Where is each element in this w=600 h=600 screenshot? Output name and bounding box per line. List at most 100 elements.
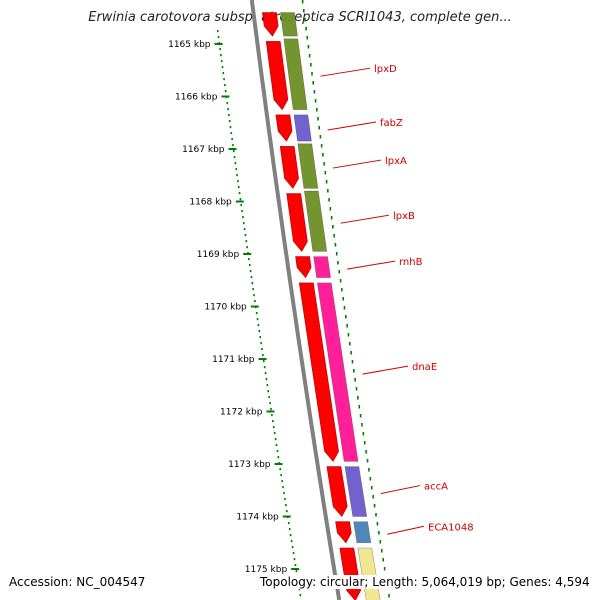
map-title: Erwinia carotovora subsp. atroseptica SC…: [88, 10, 512, 25]
ruler-dot: [270, 408, 272, 411]
outer-ruler-dash: [370, 486, 373, 490]
outer-ruler-dash: [337, 261, 339, 265]
gene-bar[interactable]: [317, 282, 359, 462]
ruler-dot: [252, 288, 254, 291]
outer-ruler-dash: [359, 414, 362, 418]
ruler-dot: [228, 114, 230, 117]
ruler-dot: [273, 432, 276, 435]
outer-ruler-dash: [318, 126, 321, 130]
ruler-dot: [271, 414, 273, 417]
outer-ruler-dash: [345, 315, 347, 319]
ruler-dot: [222, 72, 225, 75]
cds-arrow[interactable]: [326, 466, 348, 518]
gene-bar[interactable]: [357, 547, 381, 600]
ruler-dot: [277, 456, 280, 459]
outer-ruler-dash: [361, 423, 363, 427]
gene-leader-line: [340, 214, 390, 224]
outer-ruler-dash: [312, 81, 314, 85]
outer-ruler-dash: [383, 567, 386, 571]
outer-ruler-dash: [324, 171, 327, 175]
outer-ruler-dash: [319, 135, 322, 139]
outer-ruler-dash: [322, 153, 324, 157]
gene-label[interactable]: lpxB: [393, 211, 415, 222]
gene-bar[interactable]: [344, 466, 367, 517]
ruler-dot: [281, 480, 283, 483]
gene-label[interactable]: lpxA: [385, 156, 407, 167]
gene-bar[interactable]: [280, 12, 298, 37]
cds-arrow[interactable]: [286, 193, 308, 252]
cds-arrow[interactable]: [295, 256, 312, 279]
gene-leader-line: [387, 525, 425, 535]
ruler-dot: [245, 240, 248, 243]
ruler-dot: [237, 180, 239, 183]
kbp-tick-label: 1173 kbp: [228, 460, 271, 470]
gene-bar[interactable]: [304, 190, 327, 252]
outer-ruler-dash: [342, 297, 344, 301]
cds-arrow[interactable]: [275, 114, 293, 142]
ruler-dot: [265, 378, 268, 381]
ruler-dot: [256, 318, 259, 321]
ruler-dot: [287, 522, 290, 525]
gene-bar[interactable]: [283, 38, 308, 110]
gene-label[interactable]: rnhB: [399, 257, 423, 268]
outer-ruler-dash: [301, 0, 304, 4]
ruler-dot: [276, 450, 279, 453]
gene-bar[interactable]: [293, 114, 312, 142]
gene-leader-line: [346, 260, 396, 270]
ruler-dot: [231, 138, 233, 141]
ruler-dot: [291, 546, 294, 549]
gene-label[interactable]: ECA1048: [428, 522, 474, 533]
outer-ruler-dash: [368, 468, 370, 472]
cds-arrow[interactable]: [298, 282, 339, 462]
ruler-dot: [226, 102, 229, 105]
cds-arrow[interactable]: [339, 547, 362, 600]
outer-ruler-dash: [375, 513, 377, 517]
ruler-dot: [255, 312, 258, 315]
ruler-dot: [262, 354, 264, 357]
ruler-dot: [248, 258, 250, 261]
ruler-dot: [247, 252, 249, 255]
kbp-tick-label: 1175 kbp: [245, 565, 288, 575]
ruler-dot: [239, 198, 242, 201]
outer-ruler-dash: [358, 405, 361, 409]
ruler-dot: [242, 222, 245, 225]
gene-bar[interactable]: [353, 521, 372, 543]
gene-label[interactable]: lpxD: [374, 64, 397, 75]
outer-ruler-dash: [307, 45, 310, 49]
gene-label[interactable]: accA: [424, 482, 448, 493]
ruler-dot: [253, 294, 255, 297]
gene-bar[interactable]: [313, 256, 331, 278]
ruler-dot: [275, 444, 278, 447]
ruler-dot: [268, 396, 270, 399]
ruler-dot: [224, 84, 226, 87]
ruler-dot: [240, 204, 243, 207]
ruler-dot: [248, 264, 251, 267]
gene-bar[interactable]: [297, 143, 319, 189]
ruler-dot: [298, 588, 301, 591]
cds-arrow[interactable]: [262, 12, 279, 37]
gene-label[interactable]: fabZ: [380, 118, 403, 129]
cds-arrow[interactable]: [335, 521, 352, 544]
ruler-dot: [283, 492, 285, 495]
ruler-dot: [241, 210, 243, 213]
ruler-dot: [230, 132, 233, 135]
ruler-dot: [295, 570, 298, 573]
cds-arrow[interactable]: [265, 41, 289, 111]
kbp-ruler: 1165 kbp 1166 kbp 1167 kbp 1168 kbp 1169 kbp…: [168, 0, 390, 598]
outer-ruler-dash: [372, 495, 374, 499]
gene-label[interactable]: dnaE: [412, 362, 437, 373]
ruler-dot: [217, 30, 219, 33]
ruler-dot: [235, 168, 238, 171]
ruler-dot: [232, 150, 235, 153]
outer-ruler-dash: [332, 225, 334, 229]
outer-ruler-dash: [366, 459, 369, 463]
ruler-dot: [272, 420, 274, 423]
outer-ruler-dash: [304, 18, 306, 22]
outer-ruler-dash: [334, 243, 337, 247]
ruler-dot: [286, 516, 289, 519]
ruler-dot: [221, 66, 224, 69]
ruler-dot: [217, 36, 220, 39]
gene-leader-line: [332, 159, 382, 169]
cds-arrow[interactable]: [279, 146, 299, 189]
